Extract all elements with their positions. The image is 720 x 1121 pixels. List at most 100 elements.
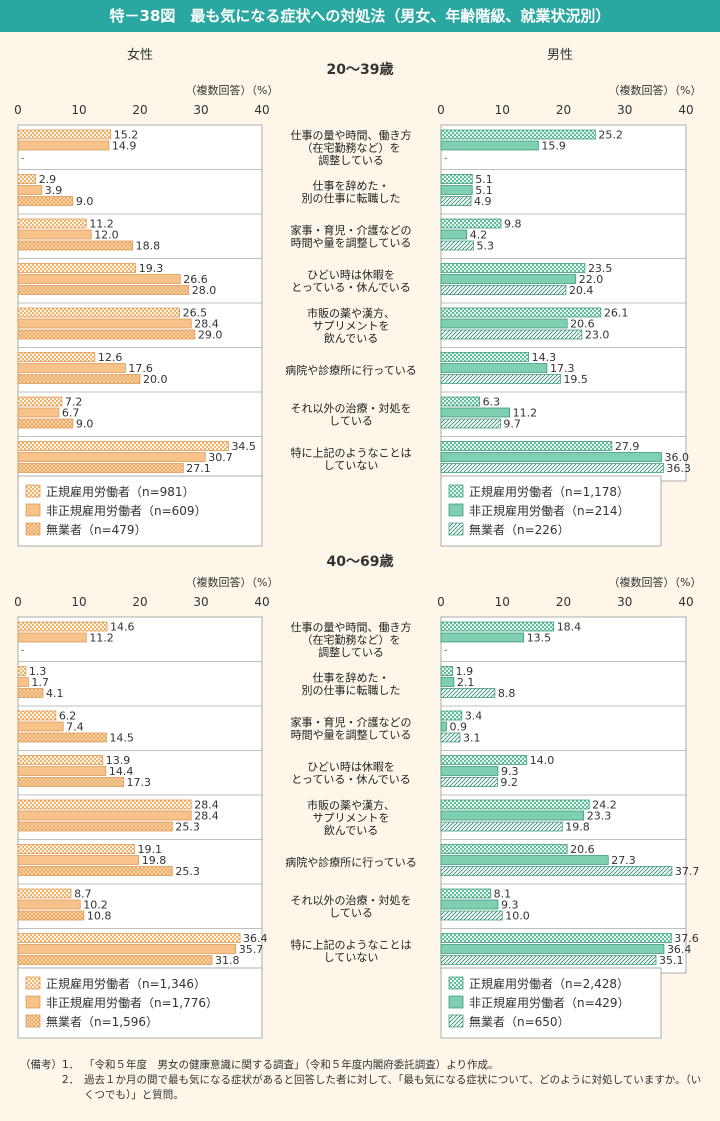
bar-female: [17, 888, 72, 899]
bar-male: [440, 196, 472, 206]
data-label: 19.8: [565, 821, 590, 834]
axis-unit-label: （複数回答）（%）: [609, 83, 702, 97]
legend-swatch: [25, 503, 41, 517]
legend-swatch: [448, 503, 464, 517]
legend-swatch: [448, 522, 464, 536]
data-label: 23.0: [585, 329, 610, 342]
tick-label: 40: [678, 103, 693, 117]
data-label: 9.3: [501, 899, 519, 912]
tick-label: 10: [71, 103, 86, 117]
category-label: 病院や診療所に行っている: [285, 363, 416, 377]
tick-label: 20: [556, 595, 571, 609]
category-label: 仕事の量や時間、働き方（在宅勤務など）を調整している: [291, 620, 412, 659]
bar-male: [440, 229, 468, 240]
bar-male: [440, 688, 496, 698]
data-label: 35.7: [239, 943, 264, 956]
bar-female: [17, 721, 64, 732]
data-label: 31.8: [215, 954, 240, 967]
bar-female: [17, 944, 237, 954]
data-label: 34.5: [231, 440, 256, 453]
legend-entry: 無業者（n=1,596）: [46, 1014, 158, 1029]
category-label: 病院や診療所に行っている: [285, 855, 416, 869]
bar-male: [440, 407, 510, 418]
data-label: 4.2: [470, 229, 488, 242]
tick-label: 30: [617, 595, 632, 609]
bar-female: [17, 263, 137, 273]
data-label: 10.2: [83, 899, 108, 912]
figure-title: 特－38図 最も気になる症状への対処法（男女、年齢階級、就業状況別）: [109, 7, 611, 25]
data-label: 35.1: [659, 954, 684, 967]
note-number: 1．: [62, 1059, 80, 1071]
data-label: 11.2: [89, 632, 114, 645]
tick-label: 40: [254, 103, 269, 117]
bar-female: [17, 452, 206, 462]
data-label: 36.4: [667, 943, 692, 956]
data-label: 2.9: [39, 173, 57, 186]
tick-label: 10: [495, 595, 510, 609]
bar-male: [440, 463, 664, 473]
bar-male: [440, 810, 585, 821]
bar-female: [17, 933, 241, 943]
axis-unit-label: （複数回答）（%）: [609, 575, 702, 589]
data-label: 3.9: [45, 184, 63, 197]
category-label: 仕事の量や時間、働き方（在宅勤務など）を調整している: [291, 128, 412, 167]
note-text: 過去１か月の間で最も気になる症状があると回答した者に対して、「最も気になる症状に…: [84, 1074, 702, 1101]
data-label: 36.4: [243, 932, 267, 945]
bar-female: [17, 396, 63, 407]
tick-label: 30: [193, 103, 208, 117]
legend-entry: 無業者（n=479）: [46, 522, 147, 537]
data-label: 10.8: [87, 910, 112, 923]
data-label: 28.0: [192, 284, 217, 297]
bar-female: [17, 240, 134, 251]
tick-label: 0: [14, 103, 22, 117]
legend-female: [17, 967, 263, 1039]
tick-label: 10: [495, 103, 510, 117]
category-label: ひどい時は休暇をとっている・休んでいる: [291, 761, 411, 787]
data-label: 14.9: [112, 140, 137, 153]
data-label: 9.2: [500, 776, 517, 789]
tick-label: 30: [193, 595, 208, 609]
bar-female: [17, 766, 107, 776]
bar-female: [17, 352, 96, 362]
legend-entry: 正規雇用労働者（n=1,346）: [46, 976, 206, 991]
tick-label: 40: [254, 595, 269, 609]
age-group-label: 20～39歳: [327, 61, 394, 78]
data-label: 20.4: [569, 284, 594, 297]
bar-male: [440, 441, 613, 451]
tick-label: 0: [437, 595, 445, 609]
bar-male: [440, 329, 583, 340]
bar-male: [440, 677, 455, 687]
tick-label: 40: [678, 595, 693, 609]
data-label: 7.4: [66, 721, 84, 734]
data-label: 17.3: [127, 776, 152, 789]
bar-female: [17, 274, 181, 284]
chart-area: 女性 男性 20～39歳 （複数回答）（%） （複数回答）（%） 0 0 10 10 20 20 30…: [14, 47, 702, 1039]
legend-swatch: [25, 1014, 41, 1028]
bar-male: [440, 263, 586, 273]
data-label: 14.6: [110, 621, 135, 634]
bar-female: [17, 666, 27, 676]
data-label: 13.9: [106, 754, 131, 767]
data-label: 27.9: [615, 440, 640, 453]
data-label: 27.1: [186, 462, 211, 475]
bar-male: [440, 396, 480, 407]
axis-unit-label: （複数回答）（%）: [186, 83, 279, 97]
bar-male: [440, 710, 463, 721]
data-label: 15.9: [541, 140, 566, 153]
bar-male: [440, 374, 561, 384]
bar-female: [17, 821, 173, 832]
data-label: 8.7: [74, 888, 92, 901]
title-bar: [0, 0, 720, 32]
bar-male: [440, 844, 568, 854]
tick-label: 20: [556, 103, 571, 117]
age-group-label: 40～69歳: [327, 553, 394, 570]
bar-female: [17, 285, 190, 295]
bar-male: [440, 129, 596, 140]
tick-label: 0: [14, 595, 22, 609]
data-label: 17.6: [128, 362, 153, 375]
data-label: 1.9: [456, 665, 474, 678]
bar-male: [440, 285, 567, 295]
data-label: 11.2: [89, 218, 114, 231]
legend-entry: 非正規雇用労働者（n=609）: [46, 503, 207, 518]
bar-male: [440, 910, 503, 921]
